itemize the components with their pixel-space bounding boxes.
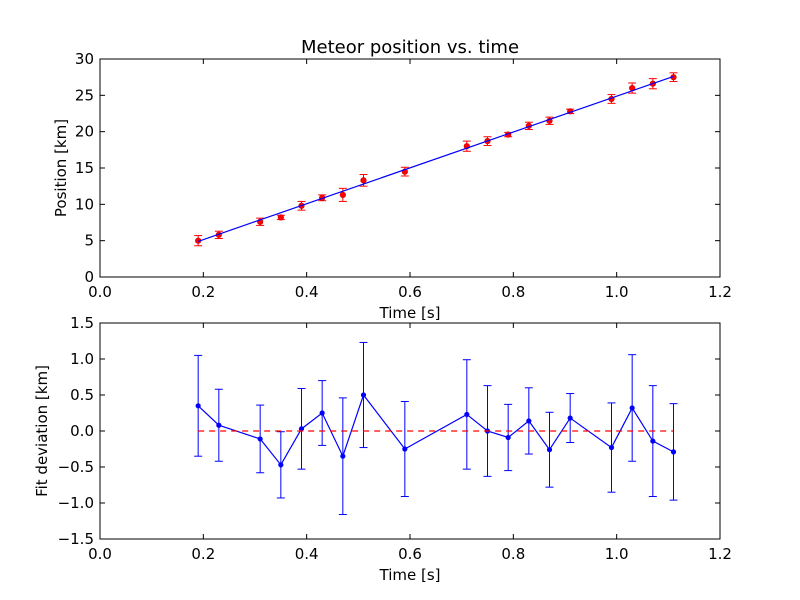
data-point [216, 422, 222, 428]
x-tick-label: 0.2 [191, 283, 215, 301]
data-point [608, 444, 615, 451]
data-point [339, 191, 346, 198]
y-tick-label: 0.5 [70, 386, 94, 404]
data-point [526, 418, 532, 424]
x-tick-label: 0.6 [398, 545, 422, 563]
x-tick-label: 0.0 [88, 283, 112, 301]
data-point [546, 447, 553, 453]
deviation-plot: 0.0 0.2 0.4 0.6 0.8 1.0 1.2 −1.5 −1.0 −0.5 0.0 0.5 1… [33, 314, 732, 584]
data-point [277, 214, 284, 221]
data-point [319, 410, 325, 416]
data-point [360, 177, 367, 184]
y-tick-label: −1.0 [58, 494, 94, 512]
fit-line [197, 75, 674, 242]
data-point [464, 411, 470, 418]
position-plot: Meteor position vs. time 0.0 0.2 0.4 0.6 0.8… [52, 37, 732, 322]
x-tick-label: 0.4 [295, 545, 319, 563]
x-tick-label: 0.2 [191, 545, 215, 563]
y-tick-label: 20 [75, 123, 94, 141]
position-plot-ticks: 0.0 0.2 0.4 0.6 0.8 1.0 1.2 0 5 10 15 20 25 30 [75, 50, 732, 301]
x-tick-label: 0.6 [398, 283, 422, 301]
data-point [257, 436, 263, 442]
x-tick-label: 0.8 [501, 545, 525, 563]
data-point [195, 403, 201, 409]
x-axis-label: Time [s] [379, 566, 441, 584]
x-tick-label: 1.2 [708, 545, 732, 563]
deviation-plot-marks [194, 341, 678, 516]
y-axis-label: Position [km] [52, 119, 70, 217]
y-tick-label: 0 [84, 268, 94, 286]
data-point [650, 438, 656, 444]
y-tick-label: 1.5 [70, 314, 94, 332]
x-tick-label: 1.0 [605, 283, 629, 301]
data-point [670, 449, 677, 455]
y-tick-label: 10 [75, 195, 94, 213]
y-axis-label: Fit deviation [km] [33, 365, 51, 497]
chart-title: Meteor position vs. time [301, 37, 519, 58]
x-tick-label: 1.0 [605, 545, 629, 563]
y-tick-label: 0.0 [70, 422, 94, 440]
data-point [340, 453, 346, 459]
y-tick-label: −0.5 [58, 458, 94, 476]
y-tick-label: 15 [75, 159, 94, 177]
x-tick-label: 0.0 [88, 545, 112, 563]
data-point [505, 434, 511, 441]
x-axis-label: Time [s] [379, 304, 441, 322]
position-plot-marks [194, 72, 678, 247]
data-point [402, 446, 408, 452]
y-tick-label: −1.5 [58, 530, 94, 548]
data-point [278, 462, 284, 468]
data-point [567, 415, 573, 421]
x-tick-label: 0.4 [295, 283, 319, 301]
x-tick-label: 1.2 [708, 283, 732, 301]
deviation-plot-ticks: 0.0 0.2 0.4 0.6 0.8 1.0 1.2 −1.5 −1.0 −0.5 0.0 0.5 1… [58, 314, 732, 563]
y-tick-label: 30 [75, 50, 94, 68]
y-tick-label: 5 [84, 232, 94, 250]
data-point [360, 392, 367, 398]
y-tick-label: 25 [75, 86, 94, 104]
y-tick-label: 1.0 [70, 350, 94, 368]
data-point [629, 405, 635, 411]
x-tick-label: 0.8 [501, 283, 525, 301]
